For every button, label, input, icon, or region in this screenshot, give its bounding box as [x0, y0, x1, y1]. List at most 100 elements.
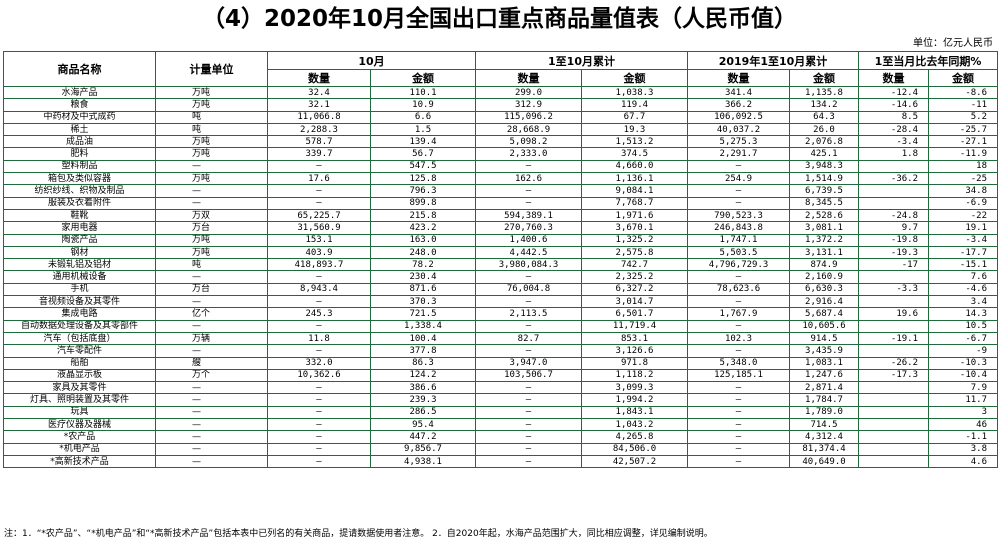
cell-ytd-amt: 67.7 — [581, 110, 688, 124]
cell-oct-qty: – — [267, 418, 371, 432]
cell-yoy-amt: 7.6 — [928, 270, 999, 284]
header-commodity-name: 商品名称 — [3, 51, 156, 87]
cell-oct-amt: 124.2 — [370, 368, 476, 383]
cell-ytd2019-qty: 341.4 — [687, 85, 790, 100]
header-october: 10月 — [267, 51, 476, 70]
table-row: 水海产品 万吨 32.4 110.1 299.0 1,038.3 341.4 1,135.8-… — [3, 85, 999, 100]
cell-yoy-amt: 4.6 — [928, 454, 999, 469]
cell-ytd2019-amt: 1,083.1 — [788, 356, 860, 370]
cell-oct-qty: – — [267, 184, 371, 198]
cell-ytd2019-amt: 3,435.9 — [788, 344, 860, 358]
cell-ytd-amt: 1,971.6 — [581, 208, 688, 223]
cell-yoy-qty: -26.2 — [858, 356, 930, 370]
cell-oct-amt: 899.8 — [370, 196, 476, 210]
cell-oct-amt: 1,338.4 — [370, 319, 476, 333]
cell-oct-amt: 9,856.7 — [370, 442, 476, 456]
cell-yoy-amt: -3.4 — [928, 233, 999, 247]
cell-unit: — — [155, 196, 268, 210]
cell-ytd-qty: – — [475, 196, 582, 210]
cell-ytd-amt: 42,507.2 — [581, 454, 688, 469]
cell-ytd2019-qty: – — [687, 184, 790, 198]
cell-ytd2019-qty: – — [687, 393, 790, 407]
cell-oct-amt: 423.2 — [370, 221, 476, 235]
cell-oct-qty: – — [267, 454, 371, 469]
cell-ytd-amt: 6,327.2 — [581, 282, 688, 297]
cell-yoy-qty — [858, 184, 930, 198]
cell-ytd-amt: 19.3 — [581, 122, 688, 137]
table-row: *农产品 — –447.2–4,265.8–4,312.4 -1.1 — [3, 430, 999, 444]
table-row: 手机 万台 8,943.4 871.6 76,004.8 6,327.2 78,623.6 6… — [3, 282, 999, 297]
cell-ytd2019-qty: 40,037.2 — [687, 122, 790, 137]
cell-unit: — — [155, 184, 268, 198]
cell-yoy-amt: 3.4 — [928, 295, 999, 309]
cell-ytd2019-qty: – — [687, 196, 790, 210]
cell-ytd-qty: – — [475, 344, 582, 358]
cell-unit: — — [155, 381, 268, 395]
table-row: 玩具 — –286.5–1,843.1–1,789.0 3 — [3, 405, 999, 420]
cell-oct-qty: 11,066.8 — [267, 110, 371, 124]
cell-unit: 万吨 — [155, 85, 268, 100]
cell-ytd2019-qty: – — [687, 405, 790, 420]
table-row: 塑料制品 — –547.5–4,660.0–3,948.3 18 — [3, 159, 999, 174]
cell-ytd-qty: 312.9 — [475, 98, 582, 112]
cell-yoy-amt: 46 — [928, 418, 999, 432]
cell-oct-qty: 339.7 — [267, 147, 371, 161]
cell-name: 成品油 — [3, 135, 156, 149]
cell-oct-qty: 10,362.6 — [267, 368, 371, 383]
cell-ytd-qty: 3,947.0 — [475, 356, 582, 370]
cell-ytd2019-amt: 3,131.1 — [788, 245, 860, 260]
cell-ytd2019-amt: 3,948.3 — [788, 159, 860, 174]
cell-yoy-amt: -6.9 — [928, 196, 999, 210]
cell-oct-amt: 386.6 — [370, 381, 476, 395]
cell-ytd-qty: 270,760.3 — [475, 221, 582, 235]
cell-yoy-qty: -3.3 — [858, 282, 930, 297]
cell-ytd2019-amt: 2,528.6 — [788, 208, 860, 223]
cell-unit: 万台 — [155, 282, 268, 297]
cell-oct-qty: – — [267, 159, 371, 174]
table-row: *机电产品 — –9,856.7–84,506.0–81,374.4 3.8 — [3, 442, 999, 456]
cell-ytd-qty: – — [475, 270, 582, 284]
cell-oct-amt: 239.3 — [370, 393, 476, 407]
cell-yoy-qty: -12.4 — [858, 85, 930, 100]
cell-name: 塑料制品 — [3, 159, 156, 174]
cell-ytd2019-amt: 714.5 — [788, 418, 860, 432]
table-row: 中药材及中式成药吨 11,066.8 6.6 115,096.2 67.7 106,092… — [3, 110, 999, 124]
cell-oct-qty: 32.1 — [267, 98, 371, 112]
cell-oct-amt: 100.4 — [370, 331, 476, 346]
cell-yoy-qty — [858, 418, 930, 432]
cell-ytd-qty: – — [475, 430, 582, 444]
cell-ytd2019-amt: 1,372.2 — [788, 233, 860, 247]
cell-ytd-amt: 3,099.3 — [581, 381, 688, 395]
cell-name: 家用电器 — [3, 221, 156, 235]
cell-ytd2019-amt: 3,081.1 — [788, 221, 860, 235]
cell-unit: — — [155, 454, 268, 469]
cell-ytd2019-amt: 425.1 — [788, 147, 860, 161]
cell-oct-qty: – — [267, 405, 371, 420]
table-row: 灯具、照明装置及其零件 — –239.3–1,994.2–1,784.7 11.7 — [3, 393, 999, 407]
cell-name: 中药材及中式成药 — [3, 110, 156, 124]
table-row: 陶瓷产品 万吨 153.1 163.0 1,400.6 1,325.2 1,747.1 1,3… — [3, 233, 999, 247]
cell-yoy-amt: 10.5 — [928, 319, 999, 333]
cell-ytd2019-qty: 246,843.8 — [687, 221, 790, 235]
table-row: 粮食 万吨 32.1 10.9 312.9 119.4 366.2 134.2 -14.6 -11 — [3, 98, 999, 112]
cell-yoy-amt: -6.7 — [928, 331, 999, 346]
cell-yoy-qty — [858, 344, 930, 358]
cell-ytd2019-qty: 1,767.9 — [687, 307, 790, 321]
table-row: *高新技术产品 — –4,938.1–42,507.2–40,649.0 4.6 — [3, 454, 999, 469]
cell-name: 家具及其零件 — [3, 381, 156, 395]
cell-oct-amt: 110.1 — [370, 85, 476, 100]
cell-yoy-amt: -11.9 — [928, 147, 999, 161]
cell-name: 服装及衣着附件 — [3, 196, 156, 210]
cell-yoy-amt: -11 — [928, 98, 999, 112]
cell-yoy-qty — [858, 270, 930, 284]
cell-oct-qty: 332.0 — [267, 356, 371, 370]
cell-oct-qty: 17.6 — [267, 172, 371, 186]
cell-oct-qty: 403.9 — [267, 245, 371, 260]
cell-ytd2019-qty: – — [687, 270, 790, 284]
cell-yoy-qty: -14.6 — [858, 98, 930, 112]
cell-oct-amt: 370.3 — [370, 295, 476, 309]
cell-name: 肥料 — [3, 147, 156, 161]
cell-ytd-qty: – — [475, 393, 582, 407]
cell-unit: — — [155, 393, 268, 407]
cell-unit: — — [155, 295, 268, 309]
